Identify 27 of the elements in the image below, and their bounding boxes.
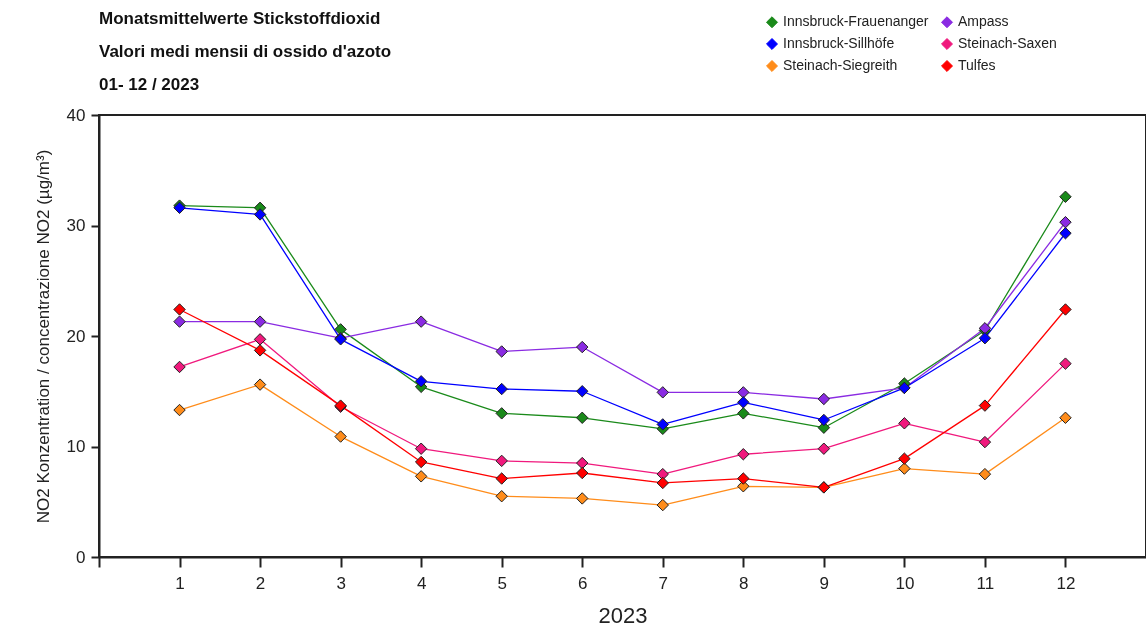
x-tick-label: 8 <box>739 573 749 593</box>
y-tick-label: 10 <box>66 437 86 456</box>
legend-label: Innsbruck-Frauenanger <box>783 13 929 30</box>
x-axis-title: 2023 <box>598 602 648 628</box>
x-tick-label: 12 <box>1056 573 1076 593</box>
legend-label: Steinach-Saxen <box>958 35 1057 51</box>
legend-label: Steinach-Siegreith <box>783 57 898 73</box>
x-tick-label: 7 <box>658 573 668 593</box>
x-tick-label: 3 <box>336 573 346 593</box>
legend-label: Tulfes <box>958 57 996 73</box>
legend-label: Ampass <box>958 13 1009 30</box>
x-tick-label: 9 <box>819 573 830 593</box>
legend-label: Innsbruck-Sillhöfe <box>783 35 895 51</box>
x-tick-label: 6 <box>578 573 588 593</box>
y-tick-label: 0 <box>76 547 86 567</box>
x-tick-label: 2 <box>255 573 266 593</box>
y-tick-label: 20 <box>66 326 86 346</box>
x-tick-label: 1 <box>175 573 185 593</box>
x-tick-label: 11 <box>976 573 995 593</box>
chart-subtitle: Valori medi mensii di ossido d'azoto 01- 12 / 2023 <box>99 42 392 94</box>
y-tick-label: 30 <box>66 216 86 235</box>
y-tick-label: 40 <box>66 105 86 125</box>
x-tick-label: 5 <box>497 573 507 593</box>
y-axis-title: NO2 Konzentration / concentrazione NO2 (µg/m³) <box>33 149 53 524</box>
x-tick-label: 4 <box>416 573 427 593</box>
chart-title: Monatsmittelwerte Stickstoffdioxid <box>99 9 381 28</box>
x-tick-label: 10 <box>895 573 915 593</box>
